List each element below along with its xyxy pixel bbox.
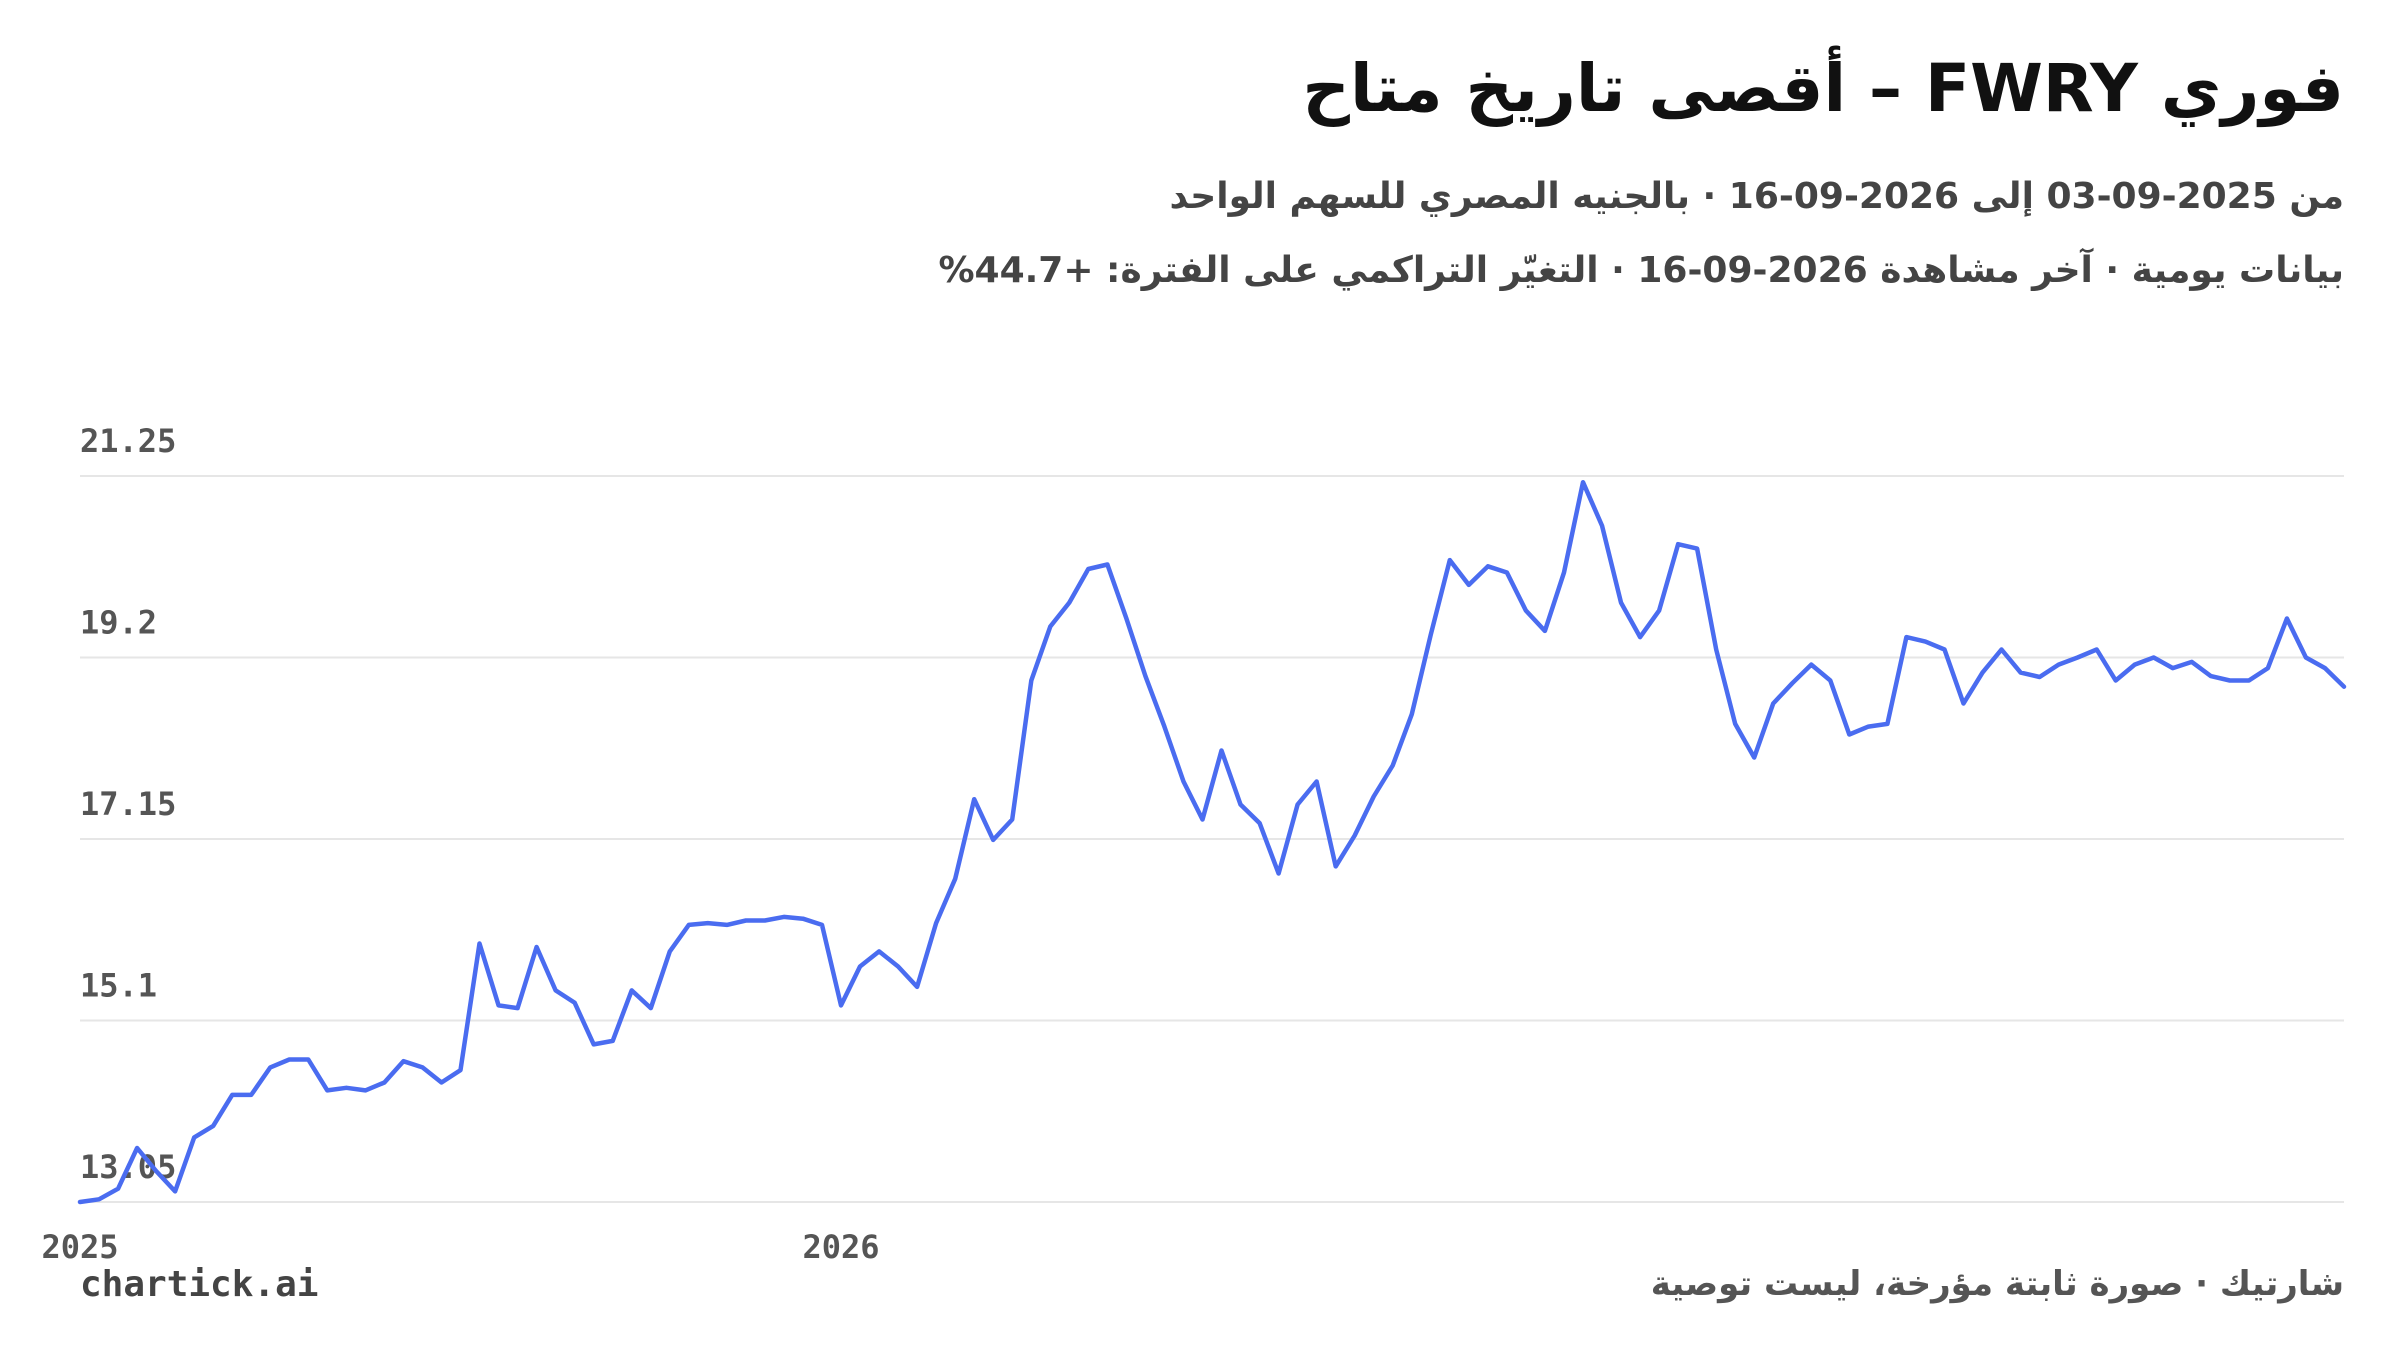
- chart-note: بيانات يومية · آخر مشاهدة 2026-09-16 · ا…: [938, 250, 2344, 291]
- chart-title: فوري FWRY – أقصى تاريخ متاح: [1302, 50, 2344, 127]
- y-tick-label: 15.1: [80, 967, 157, 1005]
- y-tick-label: 21.25: [80, 422, 176, 460]
- x-tick-label: 2025: [41, 1228, 118, 1266]
- chart-subtitle: من 2025-09-03 إلى 2026-09-16 · بالجنيه ا…: [1169, 176, 2345, 217]
- y-tick-label: 19.2: [80, 604, 157, 642]
- source-note: شارتيك · صورة ثابتة مؤرخة، ليست توصية: [1650, 1264, 2344, 1304]
- watermark: chartick.ai: [80, 1264, 319, 1305]
- price-line: [77, 479, 2347, 1205]
- y-tick-label: 17.15: [80, 785, 176, 823]
- x-tick-label: 2026: [802, 1228, 879, 1266]
